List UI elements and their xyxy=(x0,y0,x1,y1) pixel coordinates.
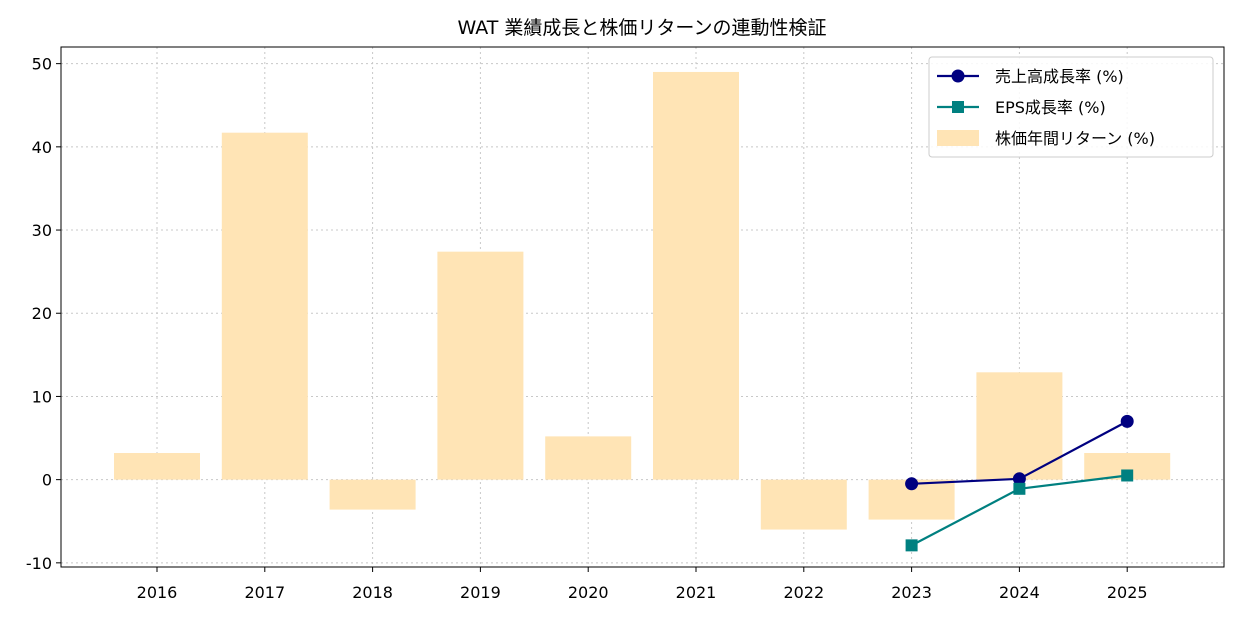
data-point xyxy=(1121,469,1134,482)
data-point xyxy=(905,477,919,491)
bar xyxy=(976,372,1063,480)
legend-patch xyxy=(937,130,979,146)
bar xyxy=(653,71,739,480)
x-tick-label: 2019 xyxy=(460,583,501,602)
grid xyxy=(61,47,1224,567)
legend-box xyxy=(928,56,1214,158)
x-tick-label: 2024 xyxy=(999,583,1040,602)
chart-title: WAT 業績成長と株価リターンの連動性検証 xyxy=(458,17,827,39)
bar xyxy=(760,479,847,530)
plot-frame xyxy=(60,46,1225,568)
x-tick-label: 2022 xyxy=(783,583,824,602)
bar xyxy=(221,132,308,480)
bar xyxy=(437,251,524,480)
data-point xyxy=(905,539,918,552)
data-point xyxy=(1120,414,1134,428)
bar-series xyxy=(114,71,1171,530)
y-tick-label: 20 xyxy=(32,304,52,323)
x-tick-label: 2020 xyxy=(568,583,609,602)
legend-marker xyxy=(951,69,965,83)
legend-label: 株価年間リターン (%) xyxy=(995,129,1155,148)
x-tick-label: 2016 xyxy=(137,583,178,602)
axes: -10 0 10 20 30 40 50 2016 2017 2018 2019 2020 2021 20… xyxy=(26,55,1148,602)
y-tick-label: 30 xyxy=(32,221,52,240)
x-tick-label: 2017 xyxy=(244,583,285,602)
bar xyxy=(114,453,200,480)
x-tick-label: 2025 xyxy=(1107,583,1148,602)
legend: 売上高成長率 (%) EPS成長率 (%) 株価年間リターン (%) xyxy=(928,56,1214,158)
bar xyxy=(545,436,632,480)
y-tick-label: 0 xyxy=(42,471,52,490)
data-point xyxy=(1012,472,1026,486)
x-tick-label: 2023 xyxy=(891,583,932,602)
x-tick-label: 2018 xyxy=(352,583,393,602)
data-point xyxy=(1013,482,1026,495)
x-tick-label: 2021 xyxy=(676,583,717,602)
y-tick-label: -10 xyxy=(26,554,52,573)
y-tick-label: 40 xyxy=(32,138,52,157)
legend-label: 売上高成長率 (%) xyxy=(995,67,1124,86)
y-tick-label: 50 xyxy=(32,55,52,74)
legend-label: EPS成長率 (%) xyxy=(995,98,1106,117)
line-series xyxy=(905,414,1134,552)
y-tick-label: 10 xyxy=(32,387,52,406)
bar xyxy=(329,479,416,510)
legend-marker xyxy=(952,101,964,113)
